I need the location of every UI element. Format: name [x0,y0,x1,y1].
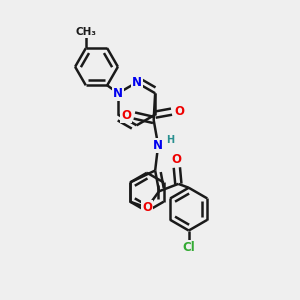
Text: N: N [153,139,163,152]
Text: O: O [175,105,185,118]
Text: Cl: Cl [182,241,195,254]
Text: N: N [113,87,123,100]
Text: O: O [172,153,182,166]
Text: O: O [121,109,131,122]
Text: H: H [167,135,175,145]
Text: N: N [132,76,142,89]
Text: CH₃: CH₃ [75,27,96,37]
Text: O: O [142,201,152,214]
